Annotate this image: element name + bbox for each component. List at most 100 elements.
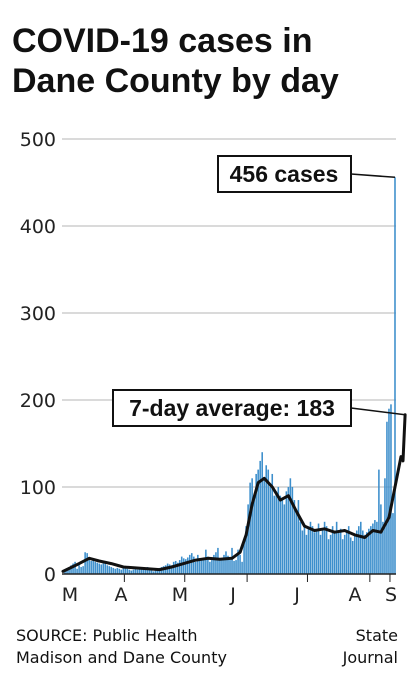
- bar-day-119: [299, 521, 302, 574]
- bar-day-100: [261, 452, 263, 574]
- bar-day-121: [303, 526, 306, 574]
- bar-day-7: [74, 561, 76, 574]
- peak-cases-callout: 456 cases: [217, 155, 396, 193]
- bar-day-134: [329, 534, 332, 574]
- bar-day-88: [237, 549, 239, 574]
- bar-day-82: [225, 551, 227, 574]
- bar-day-54: [168, 564, 171, 574]
- bar-day-159: [380, 504, 382, 574]
- bar-day-164: [390, 404, 392, 574]
- bar-day-22: [104, 560, 107, 574]
- bar-day-86: [233, 560, 235, 574]
- bar-day-6: [72, 563, 74, 574]
- bar-day-111: [283, 504, 286, 574]
- seven-day-average-line: [61, 413, 407, 573]
- bar-day-46: [152, 571, 155, 574]
- bar-day-38: [136, 569, 139, 574]
- bar-day-99: [259, 460, 261, 574]
- peak-cases-box: [217, 155, 352, 193]
- bar-day-34: [128, 569, 131, 574]
- bar-day-20: [100, 564, 103, 574]
- bar-day-146: [353, 534, 356, 574]
- bar-day-160: [382, 521, 384, 574]
- bar-day-10: [80, 567, 82, 574]
- bar-day-43: [146, 567, 149, 574]
- y-tick-200: 200: [20, 390, 56, 412]
- bar-day-47: [154, 569, 157, 574]
- average-leader: [350, 407, 406, 416]
- y-tick-400: 400: [20, 216, 56, 238]
- month-label-1: M: [62, 584, 78, 606]
- bar-day-45: [150, 570, 153, 574]
- bar-day-130: [321, 530, 324, 574]
- bar-day-70: [201, 560, 203, 574]
- bar-day-154: [370, 526, 372, 574]
- bar-day-139: [339, 528, 342, 574]
- bar-day-112: [285, 491, 288, 574]
- bar-day-126: [313, 532, 316, 574]
- bar-day-95: [251, 478, 253, 574]
- bar-day-144: [349, 537, 352, 574]
- bar-day-138: [337, 532, 340, 574]
- bar-day-103: [267, 469, 270, 574]
- bar-day-15: [90, 560, 92, 574]
- bar-day-151: [364, 534, 366, 574]
- bar-day-117: [295, 513, 298, 574]
- chart-title-line-2: Dane County by day: [12, 62, 339, 100]
- y-tick-labels: 0 100 200 300 400 500: [20, 129, 56, 586]
- bar-day-9: [78, 565, 80, 574]
- bar-day-148: [357, 526, 360, 574]
- bar-day-14: [88, 558, 90, 574]
- chart-title-line-1: COVID-19 cases in: [12, 22, 312, 60]
- bar-day-73: [207, 556, 209, 574]
- bar-day-62: [184, 559, 187, 574]
- bar-day-155: [372, 523, 374, 574]
- bar-day-97: [255, 473, 257, 574]
- bar-day-29: [118, 568, 121, 574]
- month-label-2: A: [115, 584, 128, 606]
- bar-day-104: [269, 487, 272, 574]
- bar-day-40: [140, 568, 143, 574]
- bar-day-57: [174, 560, 177, 574]
- bar-day-64: [188, 554, 191, 574]
- bar-day-80: [221, 558, 223, 574]
- bar-day-143: [347, 526, 350, 574]
- bar-day-120: [301, 530, 304, 574]
- bar-day-76: [213, 554, 215, 574]
- bar-day-69: [199, 559, 201, 574]
- month-label-4: J: [229, 584, 236, 606]
- bar-day-41: [142, 569, 145, 574]
- bar-day-92: [245, 526, 247, 574]
- source-line-1: SOURCE: Public Health: [16, 626, 198, 645]
- bar-day-94: [249, 482, 251, 574]
- bar-day-91: [243, 539, 245, 574]
- month-label-7: S: [385, 584, 397, 606]
- bar-day-93: [247, 504, 249, 574]
- bar-day-96: [253, 495, 255, 574]
- bar-day-131: [323, 521, 326, 574]
- bar-day-24: [108, 566, 111, 574]
- bar-day-63: [186, 557, 189, 574]
- bar-day-135: [331, 526, 334, 574]
- peak-cases-label: 456 cases: [230, 161, 339, 187]
- bar-day-35: [130, 570, 133, 574]
- bar-day-11: [82, 566, 84, 574]
- bar-day-105: [271, 473, 274, 574]
- bar-day-3: [66, 569, 68, 574]
- bar-day-157: [376, 521, 378, 574]
- bar-day-66: [193, 556, 195, 574]
- bar-day-13: [86, 553, 88, 574]
- bar-day-83: [227, 555, 229, 574]
- bar-day-65: [190, 553, 193, 574]
- bar-day-150: [362, 530, 364, 574]
- bar-day-85: [231, 547, 233, 574]
- bar-day-59: [178, 560, 181, 574]
- bar-day-61: [182, 558, 185, 574]
- bar-day-71: [203, 557, 205, 574]
- bar-day-17: [94, 561, 96, 574]
- bar-day-129: [319, 534, 322, 574]
- daily-case-bars: [64, 177, 396, 574]
- source-line-2: Madison and Dane County: [16, 648, 227, 667]
- bar-day-18: [96, 562, 98, 574]
- bar-day-116: [293, 500, 296, 574]
